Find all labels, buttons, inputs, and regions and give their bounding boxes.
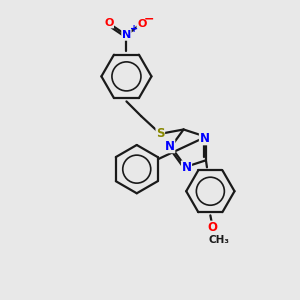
Text: N: N	[165, 140, 175, 153]
Text: −: −	[144, 13, 154, 26]
Text: O: O	[104, 18, 113, 28]
Text: O: O	[137, 19, 146, 29]
Text: S: S	[156, 127, 165, 140]
Text: N: N	[200, 132, 209, 145]
Text: CH₃: CH₃	[208, 235, 229, 244]
Text: O: O	[208, 221, 218, 234]
Text: N: N	[122, 30, 131, 40]
Text: +: +	[130, 24, 138, 34]
Text: N: N	[182, 161, 191, 174]
